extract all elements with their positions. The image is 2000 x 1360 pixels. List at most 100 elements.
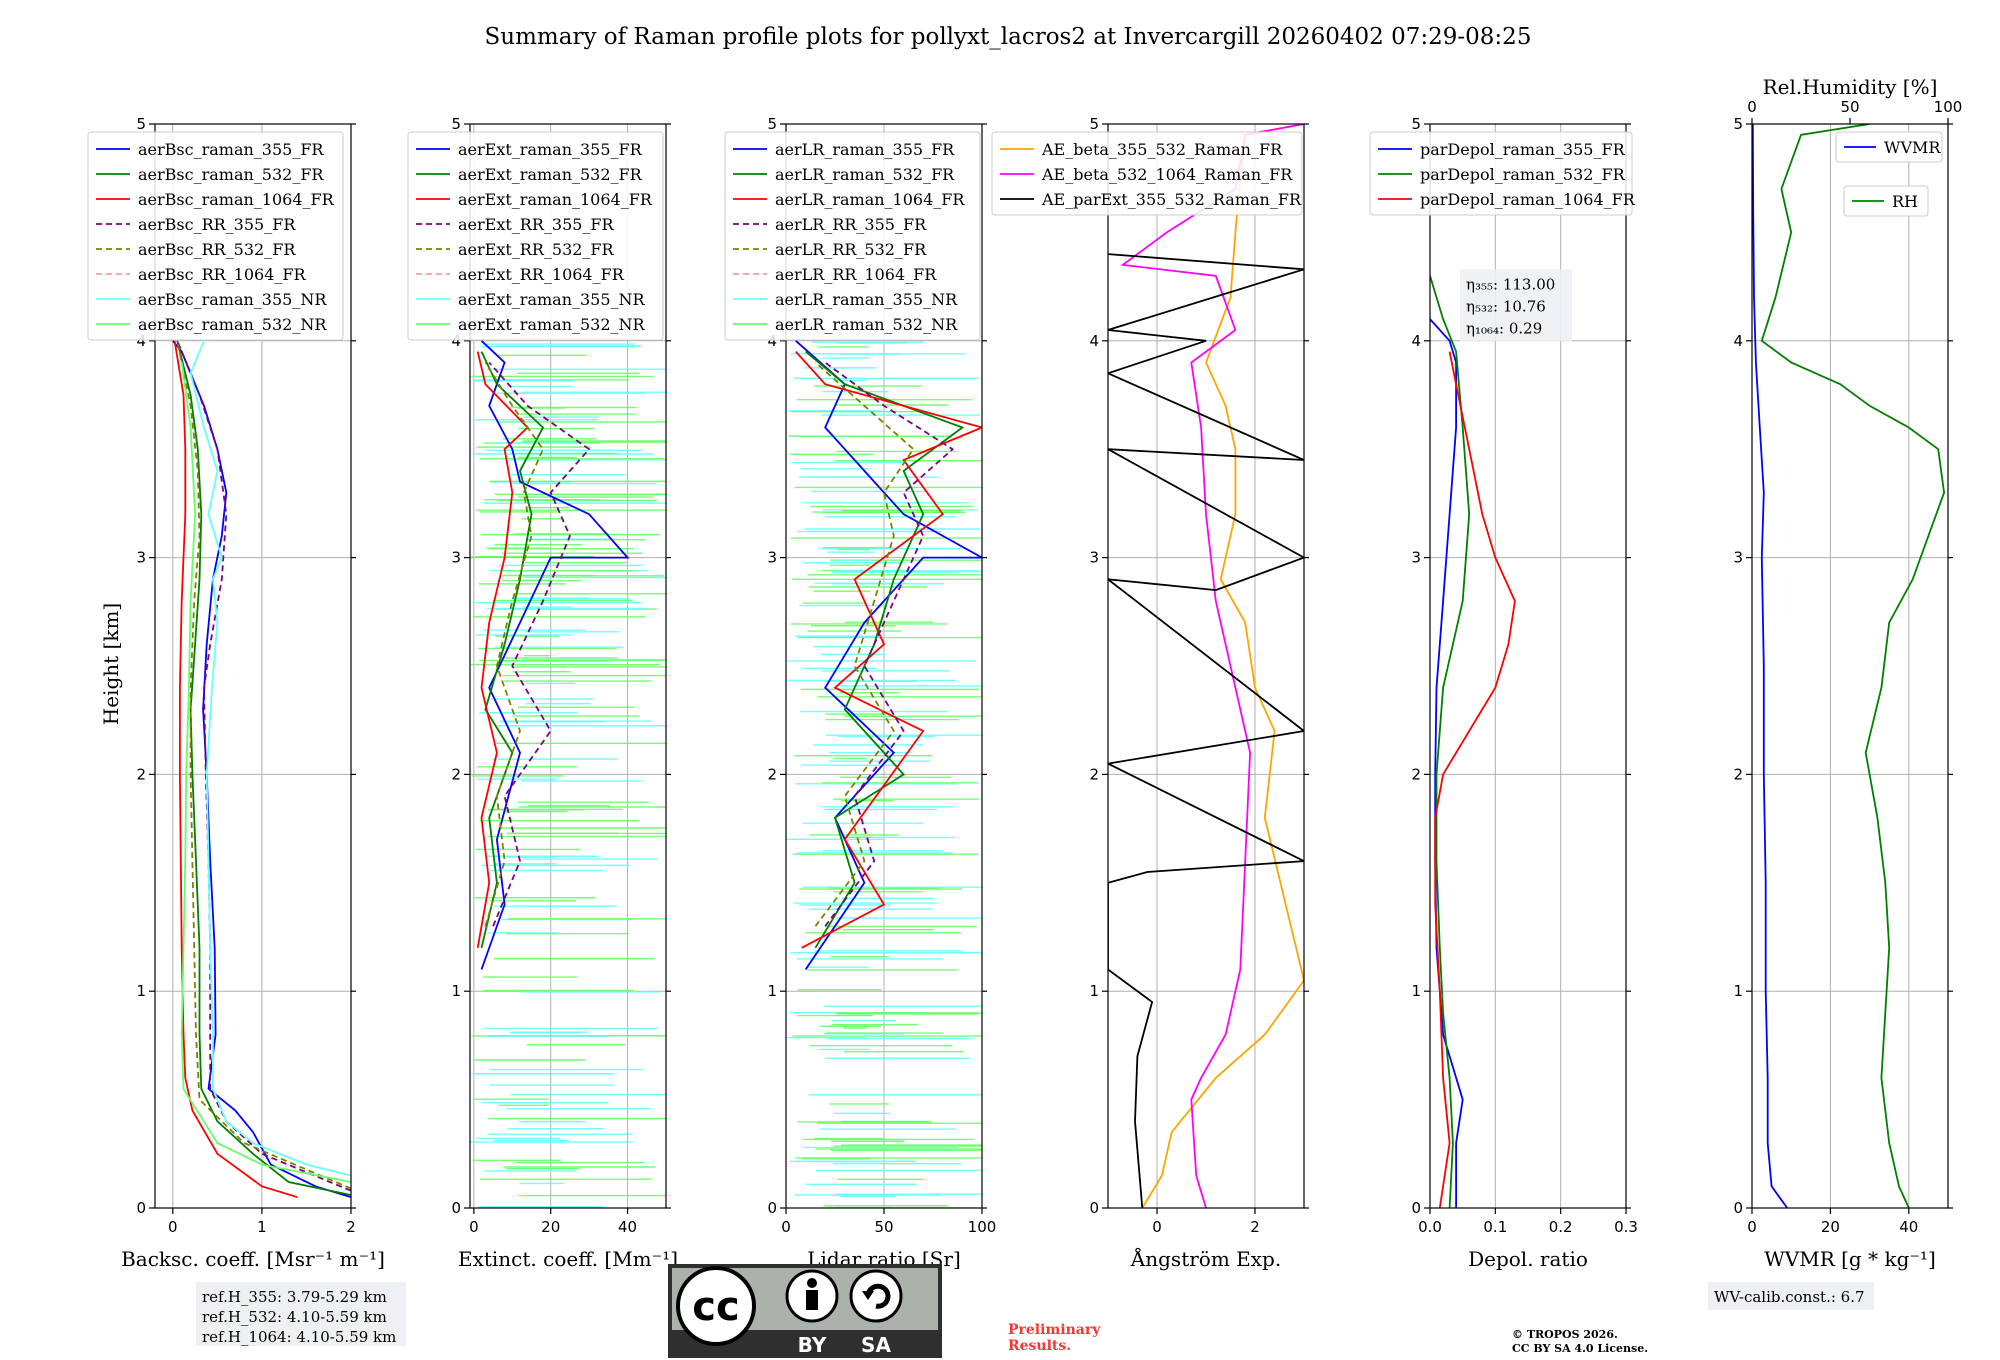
y-tick-label: 5 bbox=[1733, 115, 1743, 133]
ref-heights-box: ref.H_355: 3.79-5.29 km ref.H_532: 4.10-… bbox=[196, 1282, 406, 1346]
legend-label: aerLR_raman_355_NR bbox=[775, 290, 958, 309]
chart-title: Summary of Raman profile plots for polly… bbox=[485, 24, 1532, 50]
series-aerExt_RR_355_FR bbox=[488, 361, 591, 927]
legend-label: aerBsc_raman_532_FR bbox=[138, 165, 324, 184]
y-tick-label: 1 bbox=[136, 982, 146, 1000]
legend-label: AE_parExt_355_532_Raman_FR bbox=[1041, 190, 1302, 209]
y-tick-label: 3 bbox=[767, 549, 777, 567]
legend-label: aerExt_raman_355_FR bbox=[458, 140, 643, 159]
y-tick-label: 0 bbox=[1733, 1199, 1743, 1217]
series-aerBsc_raman_1064_FR bbox=[173, 340, 298, 1199]
x-tick-label: 2 bbox=[346, 1218, 356, 1236]
panel-frame bbox=[469, 123, 667, 1209]
series-aerBsc_raman_355_NR bbox=[189, 329, 351, 1177]
series-aerLR_raman_532_FR bbox=[805, 350, 965, 949]
x-axis-label-ang: Ångström Exp. bbox=[1130, 1246, 1281, 1271]
legend-label: aerLR_raman_355_FR bbox=[775, 140, 955, 159]
legend-label: parDepol_raman_1064_FR bbox=[1420, 190, 1636, 209]
cc-by-sa-badge: cc BY SA bbox=[668, 1264, 942, 1358]
x2-tick-label: 0 bbox=[1747, 98, 1757, 116]
x2-tick-label: 50 bbox=[1840, 98, 1859, 116]
eta-annotation: η₃₅₅: 113.00 bbox=[1466, 275, 1555, 293]
series-aerExt_raman_532_FR bbox=[480, 351, 545, 949]
series-WVMR bbox=[1752, 124, 1789, 1208]
panel-frame bbox=[1107, 123, 1305, 1209]
y-tick-label: 3 bbox=[1733, 549, 1743, 567]
y-tick-label: 4 bbox=[1733, 332, 1743, 350]
panel-bsc: 0 1 2 3 4 5 0 1 2 Backsc. coeff. [Msr⁻¹ m⁻¹] aerBs… bbox=[87, 115, 385, 1271]
y-tick-label: 0 bbox=[136, 1199, 146, 1217]
y-tick-label: 5 bbox=[1089, 115, 1099, 133]
y-tick-label: 0 bbox=[1089, 1199, 1099, 1217]
legend-label: RH bbox=[1892, 192, 1918, 211]
y-tick-label: 2 bbox=[451, 765, 461, 783]
legend-label: aerBsc_raman_355_NR bbox=[138, 290, 327, 309]
series-AE_beta_532_1064_Raman_FR bbox=[1120, 124, 1304, 1208]
x-axis-label-depol: Depol. ratio bbox=[1468, 1247, 1588, 1271]
y-tick-label: 1 bbox=[1733, 982, 1743, 1000]
y-tick-label: 2 bbox=[1733, 765, 1743, 783]
preliminary-line1: Preliminary bbox=[1008, 1322, 1101, 1338]
series-group-wv bbox=[1752, 124, 1946, 1208]
series-AE_parExt_355_532_Raman_FR bbox=[1108, 253, 1304, 1208]
legend-label: aerLR_RR_355_FR bbox=[775, 215, 927, 234]
y-axis-label: Height [km] bbox=[99, 603, 123, 725]
x-tick-label: 0.1 bbox=[1483, 1218, 1507, 1236]
series-aerBsc_raman_532_NR bbox=[180, 362, 351, 1183]
x-tick-label: 20 bbox=[1821, 1218, 1840, 1236]
x-tick-label: 50 bbox=[874, 1218, 893, 1236]
legend-label: aerExt_RR_532_FR bbox=[458, 240, 615, 259]
legend-wv: WVMR RH bbox=[1835, 131, 1943, 217]
y-tick-label: 2 bbox=[1089, 765, 1099, 783]
series-AE_beta_355_532_Raman_FR bbox=[1141, 124, 1304, 1208]
x-tick-label: 40 bbox=[1899, 1218, 1918, 1236]
legend-label: aerExt_raman_532_NR bbox=[458, 315, 646, 334]
x-tick-label: 0.2 bbox=[1549, 1218, 1573, 1236]
by-person-icon bbox=[807, 1278, 817, 1288]
y-tick-label: 5 bbox=[767, 115, 777, 133]
legend-label: aerExt_raman_1064_FR bbox=[458, 190, 653, 209]
y-tick-label: 1 bbox=[1089, 982, 1099, 1000]
legend-label: aerLR_RR_1064_FR bbox=[775, 265, 937, 284]
y-tick-label: 1 bbox=[451, 982, 461, 1000]
ref-h-355: ref.H_355: 3.79-5.29 km bbox=[202, 1288, 387, 1306]
legend-label: aerLR_raman_532_NR bbox=[775, 315, 958, 334]
cc-logo-text: cc bbox=[692, 1284, 739, 1330]
series-group-bsc bbox=[172, 329, 351, 1199]
x-axis-label-ext: Extinct. coeff. [Mm⁻¹] bbox=[458, 1247, 678, 1271]
y-tick-label: 5 bbox=[1411, 115, 1421, 133]
x-axis-label-bsc: Backsc. coeff. [Msr⁻¹ m⁻¹] bbox=[121, 1247, 385, 1271]
series-group-ang bbox=[1108, 124, 1304, 1208]
series-group-ext bbox=[470, 340, 666, 1208]
x-tick-label: 2 bbox=[1250, 1218, 1260, 1236]
x-tick-label: 1 bbox=[257, 1218, 267, 1236]
series-aerBsc_RR_532_FR bbox=[176, 340, 351, 1190]
eta-annotations: η₃₅₅: 113.00 η₅₃₂: 10.76 η₁₀₆₄: 0.29 bbox=[1460, 269, 1572, 342]
eta-annotation: η₁₀₆₄: 0.29 bbox=[1466, 319, 1542, 337]
y-tick-label: 2 bbox=[136, 765, 146, 783]
panel-ang: 0 1 2 3 4 5 0 2 Ångström Exp. AE_beta_355_532_Ram… bbox=[991, 115, 1309, 1271]
x-axis-label-wv: WVMR [g * kg⁻¹] bbox=[1764, 1247, 1936, 1271]
y-tick-label: 4 bbox=[451, 332, 461, 350]
x2-axis-label: Rel.Humidity [%] bbox=[1763, 75, 1938, 99]
legend-label: aerExt_raman_355_NR bbox=[458, 290, 646, 309]
ref-h-1064: ref.H_1064: 4.10-5.59 km bbox=[202, 1328, 396, 1346]
legend-label: aerLR_raman_532_FR bbox=[775, 165, 955, 184]
y-tick-label: 4 bbox=[1089, 332, 1099, 350]
x-tick-label: 0 bbox=[469, 1218, 479, 1236]
y-tick-label: 3 bbox=[136, 549, 146, 567]
y-tick-label: 3 bbox=[1411, 549, 1421, 567]
legend-label: aerExt_RR_1064_FR bbox=[458, 265, 625, 284]
y-tick-label: 0 bbox=[1411, 1199, 1421, 1217]
legend-depol: parDepol_raman_355_FR parDepol_raman_532_… bbox=[1369, 131, 1636, 216]
y-tick-label: 3 bbox=[451, 549, 461, 567]
legend-label: WVMR bbox=[1884, 138, 1941, 157]
series-parDepol_raman_532_FR bbox=[1430, 275, 1471, 1208]
cc-by-text: BY bbox=[798, 1333, 827, 1357]
y-tick-label: 5 bbox=[451, 115, 461, 133]
series-aerLR_RR_532_FR bbox=[814, 361, 915, 927]
preliminary-line2: Results. bbox=[1008, 1338, 1071, 1354]
series-group-lr bbox=[786, 340, 982, 1208]
